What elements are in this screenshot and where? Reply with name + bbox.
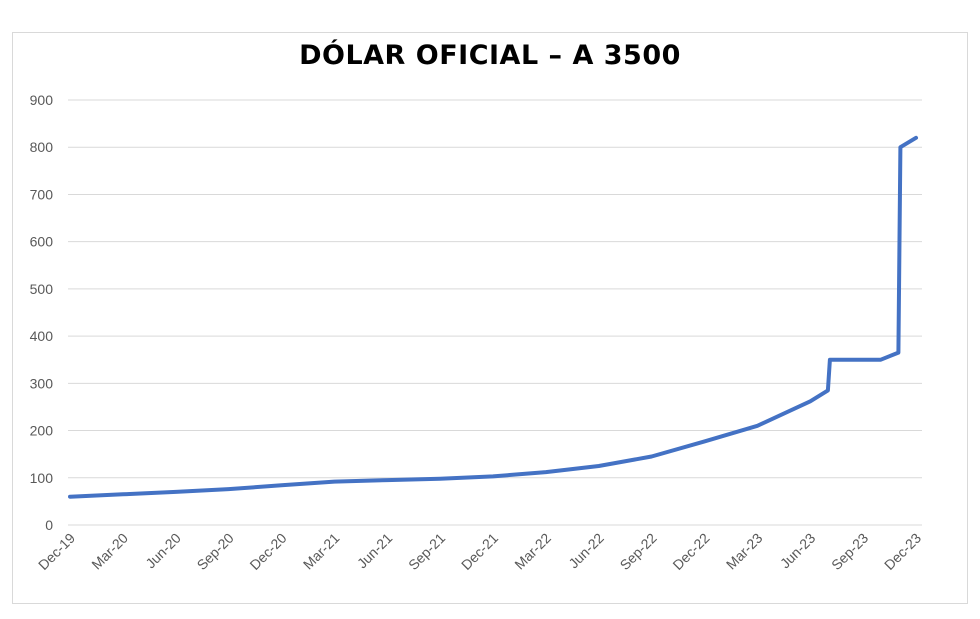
y-tick-label: 900 <box>30 92 54 108</box>
chart-title: DÓLAR OFICIAL – A 3500 <box>299 40 681 71</box>
x-tick-label: Jun-21 <box>354 530 396 572</box>
y-tick-label: 600 <box>30 234 54 250</box>
x-tick-label: Dec-20 <box>246 530 289 573</box>
x-tick-label: Jun-20 <box>142 530 184 572</box>
x-tick-label: Mar-21 <box>300 530 343 573</box>
y-tick-label: 800 <box>30 139 54 155</box>
y-tick-label: 200 <box>30 423 54 439</box>
x-tick-label: Dec-22 <box>669 530 712 573</box>
x-tick-label: Jun-23 <box>777 530 819 572</box>
x-tick-label: Mar-20 <box>88 530 131 573</box>
x-axis-ticks: Dec-19 Mar-20 Jun-20 Sep-20 Dec-20 Mar-21 Jun-… <box>35 530 924 573</box>
x-tick-label: Dec-21 <box>458 530 501 573</box>
y-axis-ticks: 0 100 200 300 400 500 600 700 800 900 <box>30 92 54 533</box>
x-tick-label: Mar-22 <box>511 530 554 573</box>
y-tick-label: 0 <box>45 517 53 533</box>
y-tick-label: 700 <box>30 186 54 202</box>
y-tick-label: 400 <box>30 328 54 344</box>
chart-frame <box>12 32 968 604</box>
x-tick-label: Dec-19 <box>35 530 78 573</box>
series-line-0 <box>68 135 918 499</box>
x-tick-label: Mar-23 <box>723 530 766 573</box>
y-tick-label: 500 <box>30 281 54 297</box>
x-tick-label: Dec-23 <box>881 530 924 573</box>
x-tick-label: Sep-23 <box>828 530 871 573</box>
y-tick-label: 100 <box>30 470 54 486</box>
x-tick-label: Sep-20 <box>194 530 237 573</box>
series-layer <box>68 135 918 499</box>
x-tick-label: Sep-22 <box>617 530 660 573</box>
x-tick-label: Sep-21 <box>405 530 448 573</box>
gridlines <box>68 99 922 526</box>
x-tick-label: Jun-22 <box>565 530 607 572</box>
y-tick-label: 300 <box>30 375 54 391</box>
